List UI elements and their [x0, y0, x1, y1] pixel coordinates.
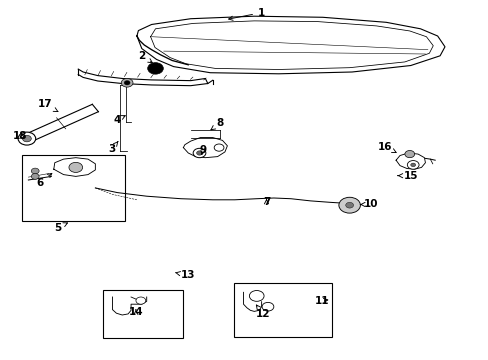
Text: 18: 18	[13, 131, 28, 141]
Text: 5: 5	[54, 222, 67, 233]
Circle shape	[404, 150, 414, 158]
Circle shape	[338, 197, 360, 213]
Text: 15: 15	[397, 171, 417, 181]
Text: 9: 9	[199, 145, 206, 156]
Text: 2: 2	[138, 51, 152, 63]
Text: 17: 17	[38, 99, 58, 112]
Text: 1: 1	[228, 8, 264, 20]
Circle shape	[214, 144, 224, 151]
Text: 4: 4	[113, 114, 125, 125]
Text: 13: 13	[175, 270, 195, 280]
Text: 3: 3	[108, 141, 118, 154]
Circle shape	[22, 135, 31, 142]
Circle shape	[193, 148, 205, 158]
Circle shape	[121, 78, 133, 87]
Bar	[102, 290, 183, 338]
Circle shape	[262, 302, 273, 311]
Bar	[233, 283, 331, 337]
Text: 6: 6	[37, 174, 52, 188]
Circle shape	[31, 174, 39, 179]
Circle shape	[124, 81, 130, 85]
Text: 8: 8	[211, 118, 223, 130]
Text: 7: 7	[262, 197, 270, 207]
Circle shape	[407, 161, 418, 169]
Circle shape	[69, 162, 82, 172]
Text: 16: 16	[377, 142, 395, 153]
Text: 14: 14	[128, 307, 143, 318]
Circle shape	[196, 151, 202, 155]
Circle shape	[136, 297, 145, 304]
Bar	[22, 155, 124, 221]
Circle shape	[147, 63, 163, 74]
Circle shape	[345, 202, 353, 208]
Text: 11: 11	[314, 296, 328, 306]
Circle shape	[249, 291, 264, 301]
Circle shape	[410, 163, 415, 167]
Circle shape	[18, 132, 36, 145]
Circle shape	[31, 168, 39, 174]
Text: 10: 10	[360, 199, 377, 210]
Text: 12: 12	[255, 305, 270, 319]
